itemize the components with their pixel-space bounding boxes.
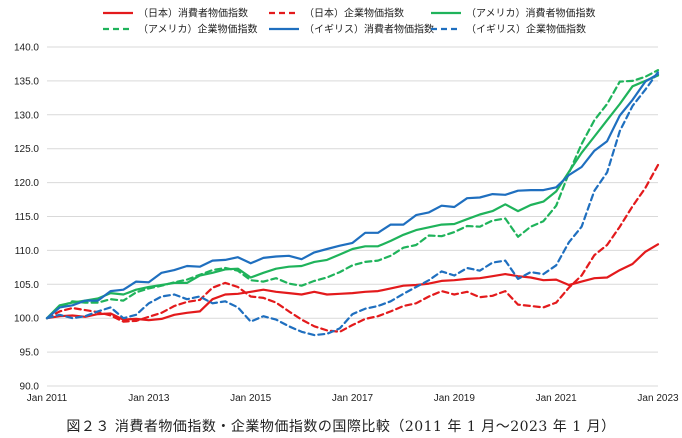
x-axis: Jan 2011 Jan 2013 Jan 2015 Jan 2017 Jan 2019… bbox=[27, 393, 679, 404]
y-tick-label: 135.0 bbox=[14, 76, 39, 87]
y-tick-label: 90.0 bbox=[20, 382, 40, 393]
series-line-5 bbox=[45, 70, 660, 337]
x-tick-label: Jan 2021 bbox=[536, 393, 578, 404]
legend-label: （アメリカ）企業物価指数 bbox=[138, 23, 258, 36]
y-tick-label: 110.0 bbox=[15, 246, 40, 257]
y-tick-label: 100.0 bbox=[14, 314, 39, 325]
x-tick-label: Jan 2019 bbox=[434, 393, 476, 404]
legend-label: （アメリカ）消費者物価指数 bbox=[466, 7, 596, 20]
legend-label: （日本）企業物価指数 bbox=[304, 7, 404, 20]
series-line-2 bbox=[45, 74, 660, 320]
y-tick-label: 105.0 bbox=[14, 280, 39, 291]
figure-caption: 図２３ 消費者物価指数・企業物価指数の国際比較（2011 年 1 月～2023 … bbox=[66, 419, 616, 435]
gridlines bbox=[47, 46, 658, 387]
series-line-1 bbox=[45, 163, 660, 333]
x-tick-label: Jan 2017 bbox=[332, 393, 374, 404]
x-tick-label: Jan 2015 bbox=[230, 393, 272, 404]
y-tick-label: 130.0 bbox=[14, 110, 39, 121]
legend: （日本）消費者物価指数 （日本）企業物価指数 （アメリカ）消費者物価指数 （アメリカ）… bbox=[103, 7, 596, 36]
y-tick-label: 140.0 bbox=[14, 43, 39, 54]
x-tick-label: Jan 2023 bbox=[637, 393, 679, 404]
y-tick-label: 95.0 bbox=[20, 348, 40, 359]
legend-label: （日本）消費者物価指数 bbox=[138, 7, 248, 20]
y-tick-label: 125.0 bbox=[14, 144, 39, 155]
series-line-0 bbox=[45, 243, 660, 322]
x-tick-label: Jan 2013 bbox=[128, 393, 170, 404]
series-lines bbox=[45, 68, 660, 337]
y-tick-label: 115.0 bbox=[15, 212, 40, 223]
series-line-3 bbox=[45, 68, 660, 320]
x-tick-label: Jan 2011 bbox=[27, 393, 68, 404]
series-line-4 bbox=[45, 72, 660, 320]
legend-label: （イギリス）企業物価指数 bbox=[466, 23, 586, 36]
y-axis: 90.0 95.0 100.0 105.0 110.0 115.0 120.0 125.0 13… bbox=[14, 43, 39, 393]
legend-label: （イギリス）消費者物価指数 bbox=[304, 23, 434, 36]
y-tick-label: 120.0 bbox=[14, 178, 39, 189]
